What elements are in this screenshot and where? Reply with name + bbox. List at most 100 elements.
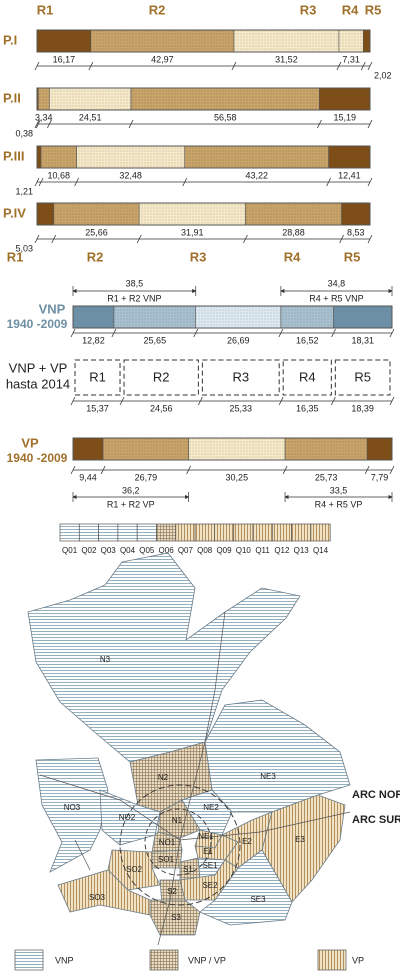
quantile-label: Q06: [159, 546, 175, 555]
vp-label: VP: [21, 435, 39, 450]
dimension-label: 18,31: [352, 335, 375, 345]
segment: [184, 145, 329, 169]
dimension-label: 16,17: [53, 54, 76, 64]
zone-header: R3: [300, 2, 317, 17]
bracket-caption: R4 + R5 VNP: [309, 293, 363, 303]
segment: [366, 437, 393, 461]
dimension-label: 10,68: [48, 170, 71, 180]
dimension-tick: [278, 328, 284, 338]
legend-label: VP: [352, 955, 364, 965]
region-label: E2: [242, 837, 252, 846]
dimension-tick: [51, 234, 57, 244]
map-region: [35, 757, 109, 873]
region-label: SE1: [202, 861, 218, 870]
segment: [102, 437, 189, 461]
dimension-label: 24,51: [79, 112, 102, 122]
dimension-label: 32,48: [119, 170, 142, 180]
bar-outline: [72, 437, 393, 461]
vp-label: 1940 -2009: [7, 451, 68, 465]
dimension-label: 2,02: [374, 70, 392, 80]
bar-outline: [36, 202, 371, 226]
segment: [284, 437, 368, 461]
profile-label: P.II: [3, 90, 21, 105]
region-label: SO1: [158, 855, 175, 864]
quantile-swatch: [136, 523, 157, 542]
segment: [233, 29, 340, 53]
dimension-tick: [389, 328, 395, 338]
combined-label: VNP + VP: [9, 360, 68, 375]
segment: [338, 29, 364, 53]
quantile-swatch: [194, 523, 215, 542]
bracket-caption: R4 + R5 VP: [315, 499, 363, 509]
bracket-caption: R1 + R2 VNP: [107, 293, 161, 303]
arc-label: ARC NOR: [352, 789, 400, 801]
map-region: [27, 552, 301, 763]
ring-inner: [144, 808, 212, 876]
dimension-tick: [360, 61, 366, 71]
dimension-label: 25,73: [315, 472, 338, 482]
zone-header: R1: [37, 2, 54, 17]
segment: [245, 202, 342, 226]
bar-outline: [36, 29, 371, 53]
dimension-label: 1,21: [15, 186, 33, 196]
dimension-tick: [367, 234, 373, 244]
segment: [138, 202, 246, 226]
quantile-label: Q02: [81, 546, 97, 555]
dimension-label: 24,56: [150, 403, 173, 413]
dimension-label: 56,58: [214, 112, 237, 122]
dimension-tick: [198, 396, 203, 406]
dimension-tick: [74, 177, 79, 187]
dimension-tick: [34, 119, 40, 129]
dimension-tick: [38, 177, 44, 187]
dimension-tick: [35, 119, 41, 129]
bar-outline: [72, 305, 393, 329]
dimension-tick: [182, 177, 188, 187]
region-label: N1: [172, 816, 183, 825]
dimension-tick: [331, 328, 336, 338]
road: [74, 839, 91, 871]
dimension-label: 31,91: [181, 227, 204, 237]
quantile-swatch: [156, 523, 177, 542]
dimension-tick: [34, 177, 40, 187]
segment: [280, 305, 334, 329]
dimension-tick: [193, 328, 199, 338]
dimension-label: 26,79: [135, 472, 158, 482]
map-region: [149, 899, 201, 936]
quantile-swatch: [59, 523, 80, 542]
bracket-total: 33,5: [330, 485, 348, 495]
quantile-swatch: [214, 523, 235, 542]
dimension-tick: [231, 61, 237, 71]
dimension-tick: [367, 61, 373, 71]
dimension-label: 5,03: [15, 243, 33, 253]
zone-header: R1: [7, 249, 24, 264]
dimension-label: 15,37: [86, 403, 109, 413]
dimension-tick: [34, 234, 40, 244]
quantile-label: Q04: [120, 546, 136, 555]
dimension-label: 0,38: [15, 128, 33, 138]
road: [157, 611, 226, 946]
dimension-label: 25,66: [85, 227, 108, 237]
dimension-tick: [186, 465, 191, 475]
legend-label: VNP / VP: [188, 955, 226, 965]
segment: [319, 87, 371, 111]
segment: [76, 145, 186, 169]
map-region: [151, 831, 183, 853]
arc-label: ARC SUR: [352, 814, 400, 826]
dimension-label: 16,52: [296, 335, 319, 345]
zone-header: R3: [190, 249, 207, 264]
region-label: NO3: [64, 803, 81, 812]
bracket-total: 36,2: [122, 485, 140, 495]
dimension-tick: [367, 119, 373, 129]
zone-header: R2: [149, 2, 166, 17]
dimension-label: 28,88: [282, 227, 305, 237]
dashed-box: [334, 359, 391, 396]
region-label: S2: [167, 887, 177, 896]
dimension-label: 7,31: [342, 54, 360, 64]
region-label: SE2: [202, 881, 218, 890]
quantile-swatch: [291, 523, 312, 542]
quantile-label: Q12: [274, 546, 290, 555]
quantile-swatch: [310, 523, 331, 542]
segment: [72, 305, 115, 329]
dimension-tick: [339, 234, 344, 244]
region-label: E1: [203, 847, 213, 856]
